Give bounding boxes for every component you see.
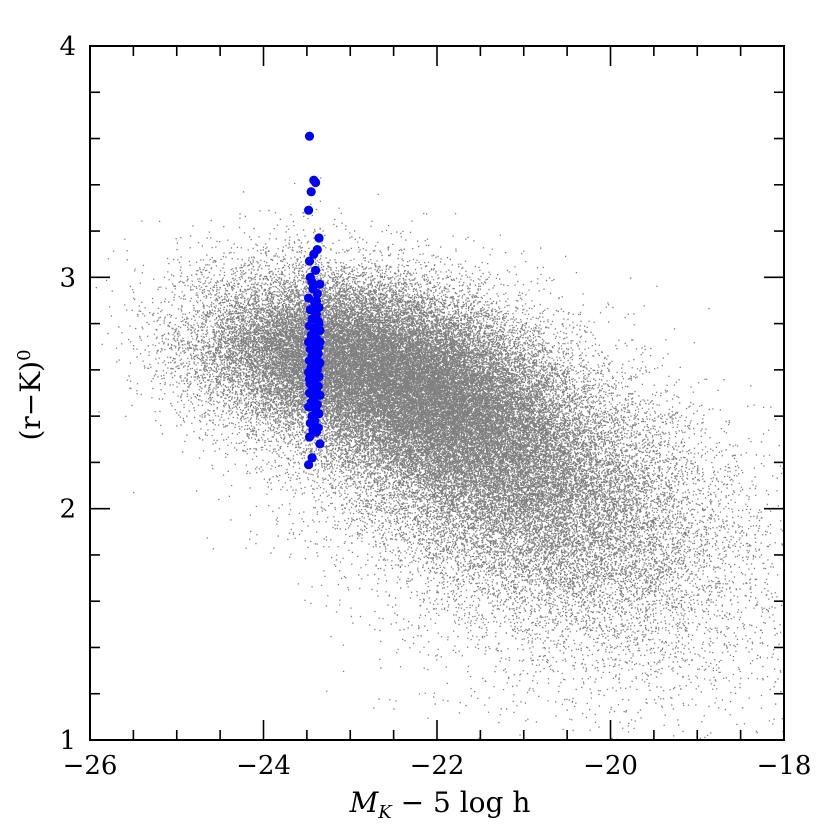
blue-data-point — [305, 418, 315, 428]
blue-data-point — [304, 131, 315, 141]
blue-data-point — [312, 344, 322, 354]
tick-labels: −26 −24 −22 −20 −18 1 2 3 4 — [59, 32, 811, 781]
blue-data-point — [304, 256, 315, 266]
blue-selected-points — [304, 131, 325, 470]
blue-data-point — [306, 187, 316, 197]
gray-galaxy-points — [95, 177, 785, 741]
x-tick-label: −22 — [410, 751, 465, 781]
blue-data-point — [304, 205, 314, 215]
blue-data-point — [314, 233, 324, 243]
blue-data-point — [307, 365, 317, 375]
y-tick-label: 1 — [59, 726, 76, 756]
blue-data-point — [305, 356, 315, 366]
blue-data-point — [304, 374, 315, 384]
blue-data-point — [311, 295, 321, 306]
blue-data-point — [312, 288, 322, 299]
x-tick-label: −18 — [757, 751, 812, 781]
blue-data-point — [311, 307, 321, 317]
blue-data-point — [309, 395, 319, 405]
y-axis-label: (r−K)0 — [14, 349, 47, 440]
y-tick-label: 2 — [59, 495, 76, 525]
blue-data-point — [311, 427, 321, 437]
blue-data-point — [307, 453, 317, 463]
blue-data-point — [308, 332, 318, 343]
x-tick-label: −24 — [236, 751, 291, 781]
blue-data-point — [307, 277, 317, 287]
blue-data-point — [309, 249, 319, 259]
blue-data-point — [315, 439, 325, 449]
blue-data-point — [311, 177, 321, 188]
blue-data-point — [311, 265, 321, 275]
blue-data-point — [314, 409, 324, 419]
blue-data-point — [315, 279, 325, 289]
y-tick-label: 4 — [59, 32, 76, 62]
gray-point-cloud — [95, 177, 785, 741]
blue-data-point — [310, 383, 320, 393]
blue-data-point — [304, 432, 315, 442]
x-tick-label: −26 — [63, 751, 118, 781]
axis-ticks — [89, 45, 785, 741]
x-tick-label: −20 — [583, 751, 638, 781]
x-axis-label: MK − 5 log h — [349, 786, 531, 823]
y-tick-label: 3 — [59, 263, 76, 293]
blue-data-point — [314, 319, 324, 329]
blue-data-point — [304, 460, 314, 470]
blue-data-point — [304, 402, 314, 412]
blue-data-point — [315, 337, 325, 347]
